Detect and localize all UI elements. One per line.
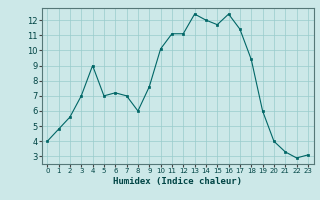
X-axis label: Humidex (Indice chaleur): Humidex (Indice chaleur) [113,177,242,186]
